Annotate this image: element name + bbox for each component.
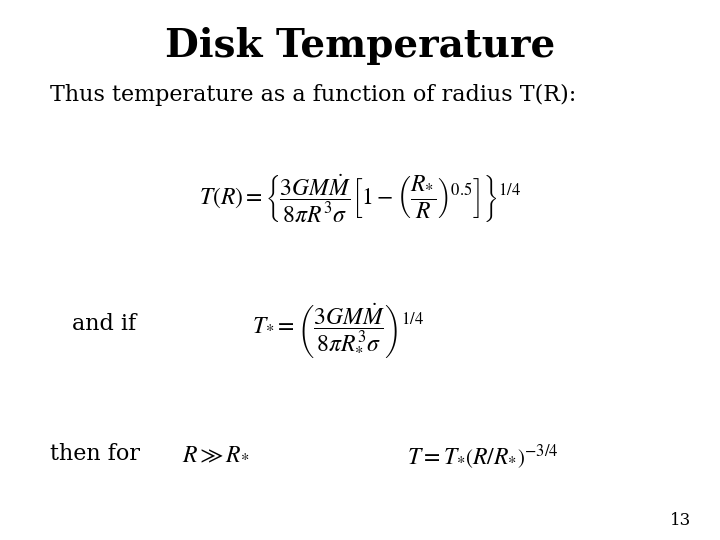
Text: 13: 13 [670, 512, 691, 529]
Text: Disk Temperature: Disk Temperature [165, 27, 555, 65]
Text: $T(R) = \left\{\dfrac{3GM\dot{M}}{8\pi R^{3}\sigma}\left[1-\left(\dfrac{R_{*}}{R: $T(R) = \left\{\dfrac{3GM\dot{M}}{8\pi R… [199, 173, 521, 225]
Text: Thus temperature as a function of radius T(R):: Thus temperature as a function of radius… [50, 84, 577, 106]
Text: $R \gg R_{*}$: $R \gg R_{*}$ [182, 443, 250, 464]
Text: $T = T_{*}\left(R/R_{*}\right)^{-3/4}$: $T = T_{*}\left(R/R_{*}\right)^{-3/4}$ [407, 443, 558, 471]
Text: $T_{*} = \left(\dfrac{3GM\dot{M}}{8\pi R_{*}^{3}\sigma}\right)^{1/4}$: $T_{*} = \left(\dfrac{3GM\dot{M}}{8\pi R… [252, 302, 425, 361]
Text: then for: then for [50, 443, 140, 465]
Text: and if: and if [72, 313, 136, 335]
